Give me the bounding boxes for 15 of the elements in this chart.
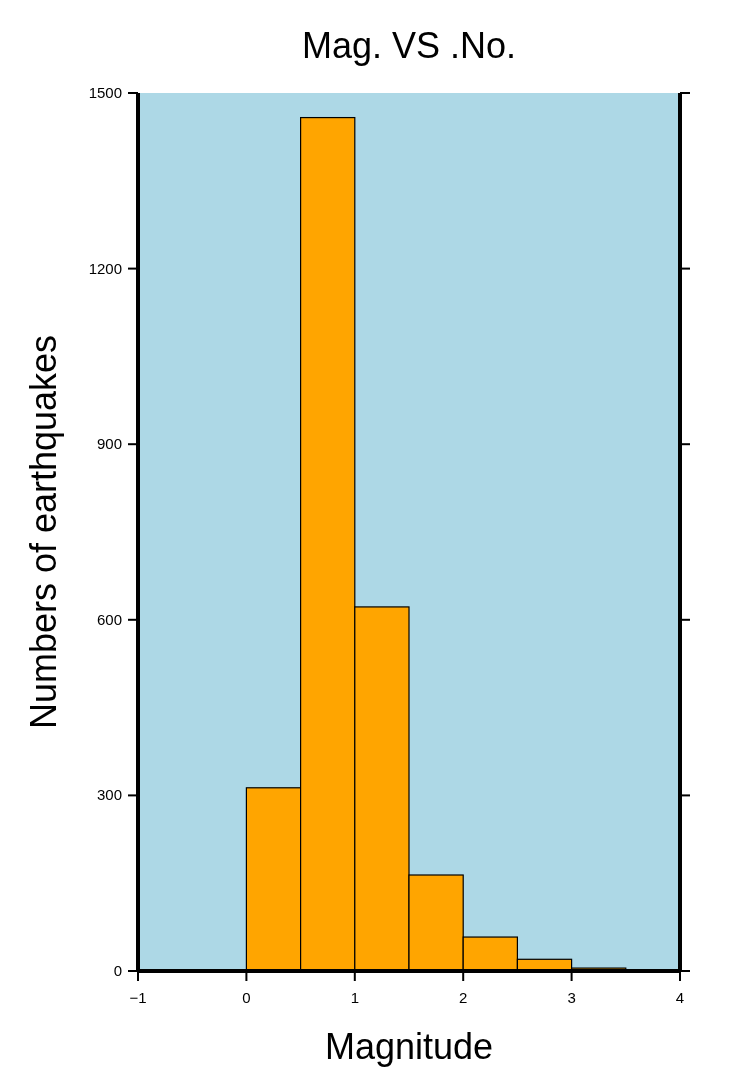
x-tick-label: 4: [675, 989, 685, 1006]
chart-title: Mag. VS .No.: [301, 25, 517, 66]
y-tick-label: 0: [113, 962, 122, 979]
x-tick-label: 1: [350, 989, 359, 1006]
y-tick-label: 1200: [88, 259, 122, 277]
y-tick-label: 1500: [88, 84, 122, 101]
x-tick-label: −1: [129, 989, 147, 1006]
x-axis-title: Magnitude: [324, 1026, 494, 1067]
y-tick-label: 300: [96, 786, 122, 804]
y-tick-label: 900: [96, 435, 122, 453]
y-tick-label: 600: [96, 610, 122, 628]
y-axis-title: Numbers of earthquakes: [23, 334, 64, 730]
x-tick-label: 2: [459, 989, 468, 1006]
x-tick-label: 3: [567, 989, 576, 1006]
x-tick-label: 0: [242, 989, 251, 1006]
